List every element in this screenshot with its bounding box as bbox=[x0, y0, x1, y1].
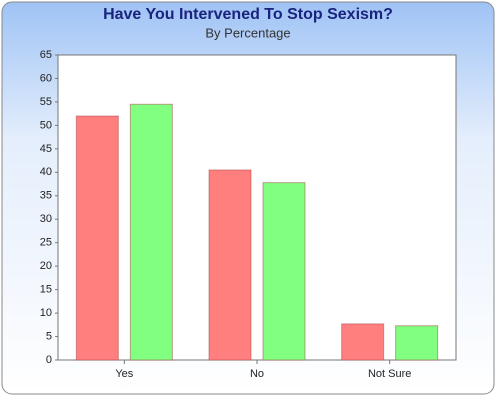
x-tick-label: Not Sure bbox=[368, 368, 411, 380]
y-tick-label: 60 bbox=[40, 72, 52, 84]
y-tick-label: 45 bbox=[40, 143, 52, 155]
y-tick-label: 35 bbox=[40, 190, 52, 202]
chart-subtitle: By Percentage bbox=[205, 25, 290, 40]
bar bbox=[129, 103, 173, 361]
x-tick-label: No bbox=[250, 368, 264, 380]
bar bbox=[208, 169, 252, 361]
y-tick-label: 5 bbox=[46, 330, 52, 342]
x-tick-label: Yes bbox=[115, 368, 133, 380]
bar bbox=[395, 325, 439, 361]
bar bbox=[262, 182, 306, 361]
y-tick-label: 55 bbox=[40, 96, 52, 108]
y-tick-label: 20 bbox=[40, 260, 52, 272]
y-tick-label: 10 bbox=[40, 307, 52, 319]
y-tick-label: 15 bbox=[40, 284, 52, 296]
bar bbox=[75, 115, 119, 361]
y-tick-label: 65 bbox=[40, 49, 52, 61]
y-tick-label: 25 bbox=[40, 237, 52, 249]
bar bbox=[341, 323, 385, 361]
chart-title: Have You Intervened To Stop Sexism? bbox=[103, 6, 393, 23]
y-tick-label: 40 bbox=[40, 166, 52, 178]
plot-area bbox=[57, 54, 457, 361]
y-tick-label: 50 bbox=[40, 119, 52, 131]
y-tick-label: 0 bbox=[46, 354, 52, 366]
y-tick-label: 30 bbox=[40, 213, 52, 225]
